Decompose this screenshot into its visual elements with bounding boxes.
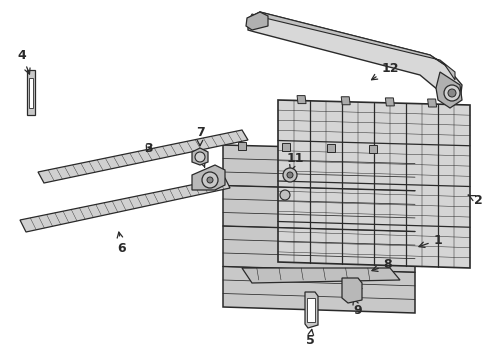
Polygon shape [326,144,335,152]
Text: 2: 2 [468,194,482,207]
Polygon shape [246,12,268,30]
Polygon shape [428,99,437,107]
Polygon shape [278,100,470,268]
Text: 7: 7 [196,126,204,146]
Polygon shape [192,165,225,190]
Polygon shape [307,298,315,322]
Text: 4: 4 [18,49,30,74]
Circle shape [207,177,213,183]
Polygon shape [27,70,35,115]
Text: 5: 5 [306,329,315,346]
Polygon shape [341,97,350,105]
Circle shape [287,172,293,178]
Polygon shape [238,141,246,149]
Circle shape [448,89,456,97]
Polygon shape [20,178,230,232]
Polygon shape [38,130,248,183]
Polygon shape [29,78,33,108]
Text: 6: 6 [117,232,126,255]
Polygon shape [250,12,455,80]
Circle shape [202,172,218,188]
Text: 8: 8 [372,258,392,271]
Circle shape [280,190,290,200]
Polygon shape [436,72,462,108]
Text: 11: 11 [286,152,304,171]
Text: 10: 10 [191,149,209,167]
Circle shape [283,168,297,182]
Polygon shape [242,268,400,283]
Text: 12: 12 [371,62,399,80]
Polygon shape [248,12,462,105]
Polygon shape [305,292,318,328]
Polygon shape [342,278,362,303]
Polygon shape [385,98,394,106]
Text: 1: 1 [419,234,442,247]
Circle shape [444,85,460,101]
Text: 3: 3 [144,141,152,154]
Text: 9: 9 [353,298,362,316]
Polygon shape [297,96,306,104]
Polygon shape [192,148,208,165]
Polygon shape [369,145,377,153]
Polygon shape [282,143,291,150]
Polygon shape [223,145,415,313]
Circle shape [195,152,205,162]
